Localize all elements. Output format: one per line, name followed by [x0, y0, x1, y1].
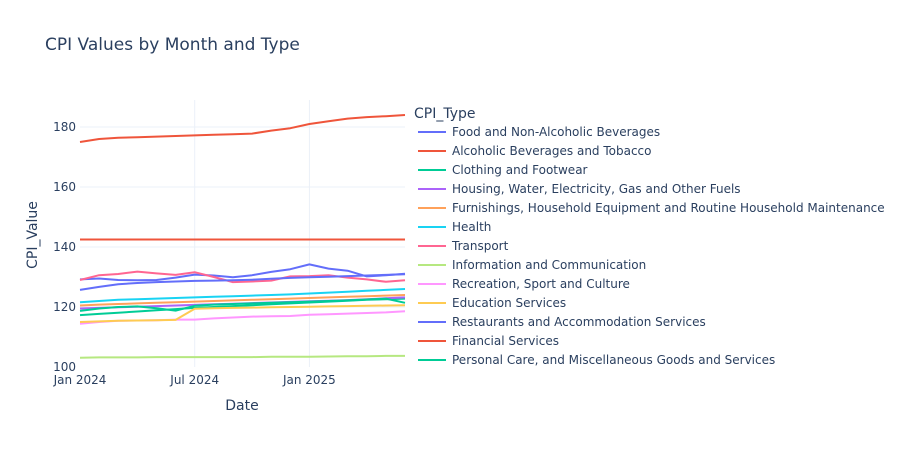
legend-item[interactable]: Food and Non-Alcoholic Beverages — [418, 125, 660, 139]
legend-item[interactable]: Personal Care, and Miscellaneous Goods a… — [418, 353, 775, 367]
legend-label: Restaurants and Accommodation Services — [452, 315, 706, 329]
legend-item[interactable]: Clothing and Footwear — [418, 163, 588, 177]
legend-label: Personal Care, and Miscellaneous Goods a… — [452, 353, 775, 367]
series-line — [79, 288, 406, 304]
series-line — [79, 310, 406, 325]
x-axis-ticks: Jan 2024 Jul 2024 Jan 2025 — [53, 373, 336, 387]
legend[interactable]: Food and Non-Alcoholic Beverages Alcoholi… — [418, 125, 885, 367]
x-tick-label: Jan 2024 — [53, 373, 107, 387]
legend-label: Education Services — [452, 296, 566, 310]
series-lines — [79, 114, 406, 359]
x-tick-label: Jul 2024 — [169, 373, 219, 387]
series-line — [79, 263, 406, 282]
series-line — [79, 270, 406, 284]
x-tick-label: Jan 2025 — [282, 373, 336, 387]
legend-title: CPI_Type — [414, 106, 476, 122]
legend-label: Health — [452, 220, 491, 234]
series-line — [79, 273, 406, 291]
legend-item[interactable]: Furnishings, Household Equipment and Rou… — [418, 201, 885, 215]
series-line — [79, 354, 405, 359]
legend-item[interactable]: Education Services — [418, 296, 566, 310]
legend-item[interactable]: Restaurants and Accommodation Services — [418, 315, 706, 329]
y-tick-label: 100 — [53, 360, 76, 374]
y-axis-ticks: 100 120 140 160 180 — [53, 120, 76, 374]
chart-title: CPI Values by Month and Type — [45, 35, 300, 55]
legend-label: Food and Non-Alcoholic Beverages — [452, 125, 660, 139]
series-line — [79, 294, 406, 307]
legend-label: Furnishings, Household Equipment and Rou… — [452, 201, 885, 215]
y-axis-title: CPI_Value — [25, 201, 41, 269]
legend-item[interactable]: Transport — [418, 239, 509, 253]
legend-label: Information and Communication — [452, 258, 646, 272]
grid-lines — [80, 100, 405, 367]
legend-label: Housing, Water, Electricity, Gas and Oth… — [452, 182, 741, 196]
legend-item[interactable]: Housing, Water, Electricity, Gas and Oth… — [418, 182, 741, 196]
y-tick-label: 160 — [53, 180, 76, 194]
legend-item[interactable]: Information and Communication — [418, 258, 646, 272]
y-tick-label: 120 — [53, 300, 76, 314]
legend-item[interactable]: Financial Services — [418, 334, 559, 348]
y-tick-label: 140 — [53, 240, 76, 254]
series-line — [79, 297, 406, 312]
legend-item[interactable]: Health — [418, 220, 491, 234]
legend-label: Transport — [451, 239, 509, 253]
legend-label: Alcoholic Beverages and Tobacco — [452, 144, 652, 158]
legend-label: Recreation, Sport and Culture — [452, 277, 630, 291]
legend-label: Financial Services — [452, 334, 559, 348]
series-line — [79, 114, 406, 143]
legend-item[interactable]: Alcoholic Beverages and Tobacco — [418, 144, 652, 158]
legend-label: Clothing and Footwear — [452, 163, 588, 177]
legend-item[interactable]: Recreation, Sport and Culture — [418, 277, 630, 291]
x-axis-title: Date — [225, 398, 258, 414]
y-tick-label: 180 — [53, 120, 76, 134]
series-line — [79, 304, 406, 323]
